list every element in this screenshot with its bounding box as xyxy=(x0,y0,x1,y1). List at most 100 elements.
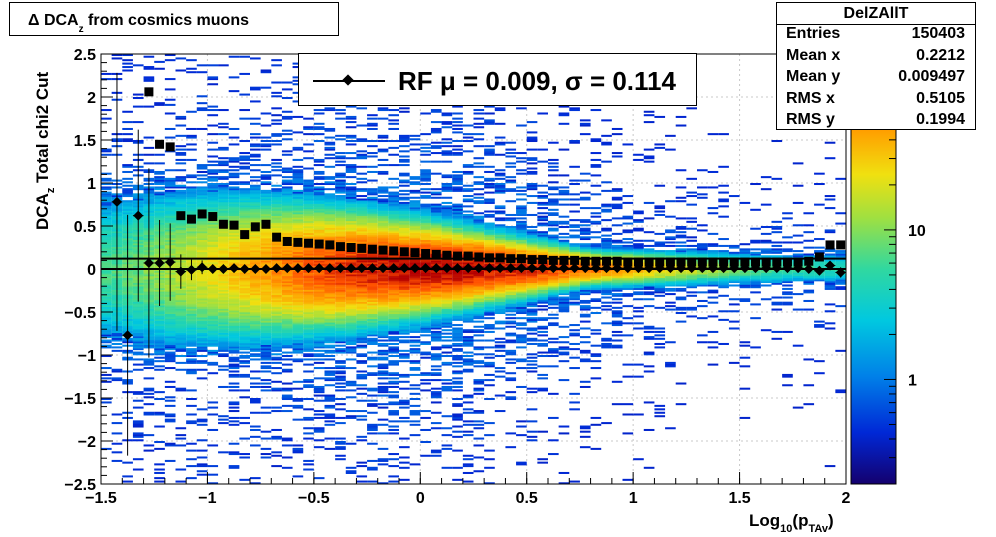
heatmap-cell xyxy=(473,196,485,199)
heatmap-cell xyxy=(420,213,431,216)
heatmap-cell xyxy=(526,313,538,316)
heatmap-cell xyxy=(484,179,495,182)
heatmap-cell xyxy=(132,315,144,318)
heatmap-cell xyxy=(271,91,282,94)
heatmap-cell xyxy=(228,274,240,277)
heatmap-cell xyxy=(462,213,474,216)
heatmap-cell xyxy=(452,310,463,313)
heatmap-cell xyxy=(367,282,378,285)
heatmap-cell xyxy=(388,277,399,280)
heatmap-cell xyxy=(356,198,368,201)
heatmap-cell xyxy=(505,291,517,294)
heatmap-cell xyxy=(164,310,176,313)
heatmap-cell xyxy=(377,109,389,112)
heatmap-cell xyxy=(239,158,250,161)
heatmap-cell xyxy=(420,306,431,309)
heatmap-cell xyxy=(218,170,229,173)
heatmap-cell xyxy=(441,226,453,229)
heatmap-cell xyxy=(388,241,399,244)
heatmap-cell xyxy=(516,463,527,466)
heatmap-cell xyxy=(356,334,368,337)
heatmap-cell xyxy=(324,303,336,306)
heatmap-cell xyxy=(228,403,240,406)
heatmap-cell xyxy=(250,401,261,404)
heatmap-cell xyxy=(313,385,325,388)
heatmap-cell xyxy=(132,121,144,124)
heatmap-cell xyxy=(186,344,197,347)
heatmap-cell xyxy=(399,160,410,163)
heatmap-cell xyxy=(367,291,378,294)
heatmap-cell xyxy=(154,312,165,315)
heatmap-cell xyxy=(441,287,453,290)
heatmap-cell xyxy=(345,152,357,155)
heatmap-cell xyxy=(218,277,229,280)
heatmap-cell xyxy=(196,229,208,232)
heatmap-cell xyxy=(101,272,112,275)
heatmap-cell xyxy=(441,201,453,204)
heatmap-cell xyxy=(303,133,314,136)
heatmap-cell xyxy=(388,465,399,468)
heatmap-cell xyxy=(303,324,314,327)
heatmap-cell xyxy=(356,234,368,237)
heatmap-cell xyxy=(473,227,485,230)
heatmap-cell xyxy=(441,243,453,246)
heatmap-cell xyxy=(207,184,219,187)
heatmap-cell xyxy=(101,150,112,153)
heatmap-cell xyxy=(430,244,442,247)
heatmap-cell xyxy=(271,205,282,208)
heatmap-cell xyxy=(228,272,240,275)
heatmap-cell xyxy=(377,215,389,218)
heatmap-cell xyxy=(462,238,474,241)
heatmap-cell xyxy=(303,315,314,318)
heatmap-cell xyxy=(250,286,261,289)
heatmap-cell xyxy=(228,296,240,299)
heatmap-cell xyxy=(409,324,421,327)
heatmap-cell xyxy=(430,356,442,359)
heatmap-cell xyxy=(420,215,431,218)
heatmap-cell xyxy=(101,308,112,311)
heatmap-cell xyxy=(313,301,325,304)
heatmap-cell xyxy=(313,428,325,431)
heatmap-cell xyxy=(399,107,410,110)
heatmap-cell xyxy=(281,88,293,91)
heatmap-cell xyxy=(207,229,219,232)
heatmap-cell xyxy=(473,282,485,285)
heatmap-cell xyxy=(281,133,293,136)
heatmap-cell xyxy=(228,373,240,376)
heatmap-cell xyxy=(367,332,378,335)
heatmap-cell xyxy=(484,293,495,296)
heatmap-cell xyxy=(377,277,389,280)
heatmap-cell xyxy=(292,296,304,299)
heatmap-cell xyxy=(260,203,272,206)
heatmap-cell xyxy=(228,255,240,258)
heatmap-cell xyxy=(473,291,485,294)
heatmap-cell xyxy=(228,351,240,354)
heatmap-cell xyxy=(335,293,346,296)
heatmap-cell xyxy=(335,201,346,204)
heatmap-cell xyxy=(303,250,314,253)
heatmap-cell xyxy=(484,119,495,122)
heatmap-cell xyxy=(281,404,293,407)
heatmap-cell xyxy=(303,336,314,339)
heatmap-cell xyxy=(186,110,197,113)
heatmap-cell xyxy=(388,243,399,246)
heatmap-cell xyxy=(313,231,325,234)
heatmap-cell xyxy=(239,262,250,265)
heatmap-cell xyxy=(441,122,453,125)
heatmap-cell xyxy=(462,320,474,323)
heatmap-cell xyxy=(218,201,229,204)
heatmap-cell xyxy=(441,389,453,392)
heatmap-cell xyxy=(281,229,293,232)
heatmap-cell xyxy=(324,344,336,347)
heatmap-cell xyxy=(516,222,527,225)
heatmap-cell xyxy=(462,355,474,358)
heatmap-cell xyxy=(186,398,197,401)
heatmap-cell xyxy=(367,411,378,414)
heatmap-cell xyxy=(505,361,517,364)
heatmap-cell xyxy=(462,360,474,363)
heatmap-cell xyxy=(345,313,357,316)
heatmap-cell xyxy=(250,294,261,297)
heatmap-cell xyxy=(399,403,410,406)
heatmap-cell xyxy=(281,176,293,179)
heatmap-cell xyxy=(101,330,112,333)
